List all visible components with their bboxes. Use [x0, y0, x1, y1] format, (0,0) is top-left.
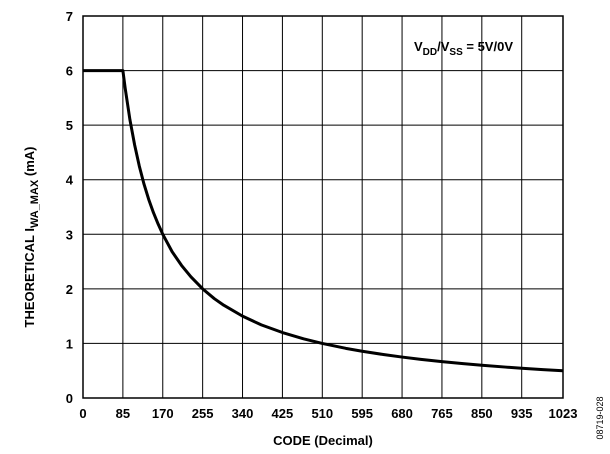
x-tick-label: 765 [431, 406, 453, 421]
y-tick-label: 0 [66, 391, 73, 406]
x-tick-label: 510 [311, 406, 333, 421]
x-tick-label: 850 [471, 406, 493, 421]
x-tick-label: 85 [116, 406, 130, 421]
y-tick-labels: 0 1 2 3 4 5 6 7 [66, 9, 74, 406]
figure-number: 08719-028 [595, 396, 605, 439]
supply-voltage-annotation: VDD/VSS = 5V/0V [414, 39, 513, 58]
x-axis-label: CODE (Decimal) [273, 433, 373, 448]
x-tick-label: 170 [152, 406, 174, 421]
series-line [83, 69, 564, 373]
x-tick-label: 680 [391, 406, 413, 421]
x-tick-label: 595 [351, 406, 373, 421]
y-tick-label: 3 [66, 227, 73, 242]
x-tick-label: 935 [511, 406, 533, 421]
series-group [83, 69, 564, 373]
y-tick-label: 1 [66, 336, 73, 351]
y-axis-label: THEORETICAL IWA_MAX (mA) [22, 147, 41, 328]
y-tick-label: 7 [66, 9, 73, 24]
x-tick-label: 425 [272, 406, 294, 421]
x-tick-label: 255 [192, 406, 214, 421]
x-tick-label: 340 [232, 406, 254, 421]
y-tick-label: 4 [66, 173, 74, 188]
x-tick-label: 0 [79, 406, 86, 421]
plot-frame [82, 15, 564, 399]
x-tick-labels: 0 85 170 255 340 425 510 595 680 765 850 935 1023 [79, 406, 577, 421]
x-tick-label: 1023 [549, 406, 578, 421]
y-tick-label: 5 [66, 118, 73, 133]
y-tick-label: 6 [66, 64, 73, 79]
y-tick-label: 2 [66, 282, 73, 297]
grid [82, 15, 564, 399]
